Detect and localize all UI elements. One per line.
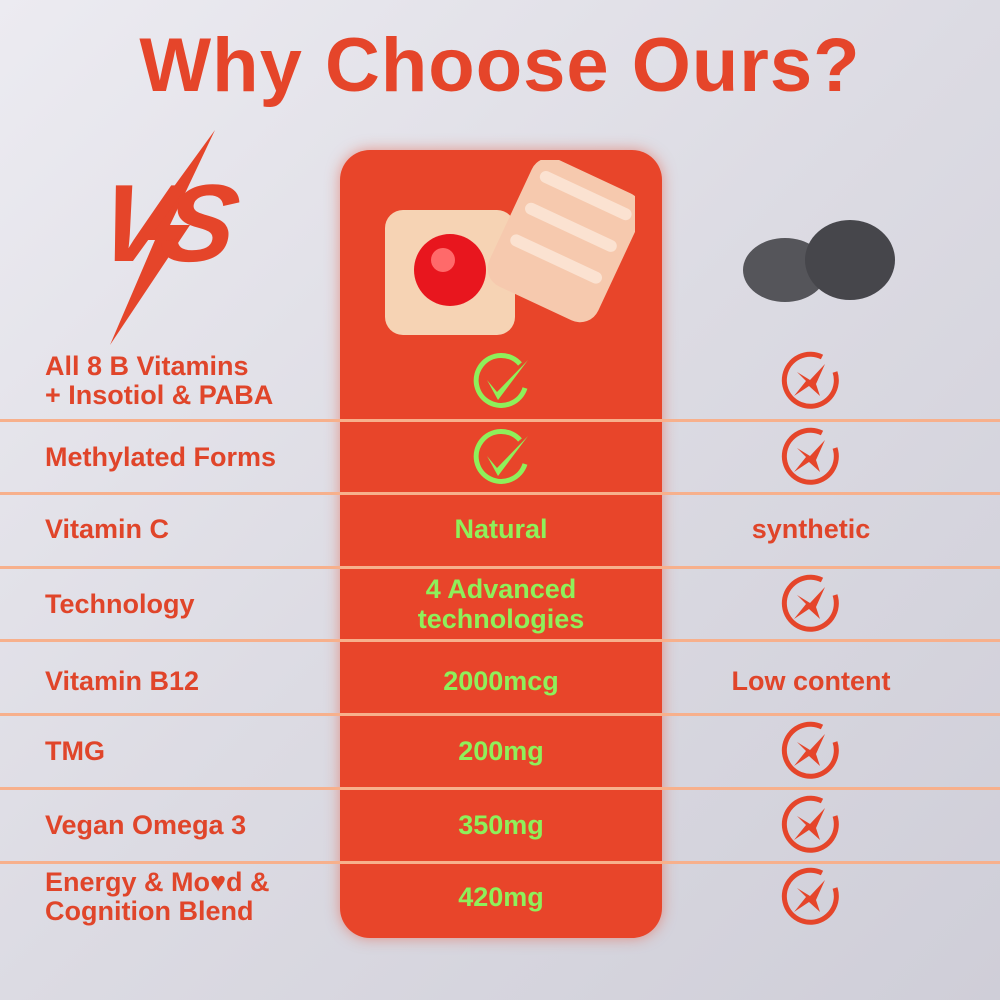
x-circle-icon bbox=[700, 573, 922, 642]
ours-value: 4 Advanced technologies bbox=[417, 574, 585, 634]
check-circle-icon bbox=[340, 350, 662, 418]
theirs-value: synthetic bbox=[751, 514, 871, 544]
divider bbox=[0, 566, 1000, 569]
competitor-gummy-image bbox=[743, 220, 895, 302]
row-label: Vitamin B12 bbox=[45, 665, 200, 696]
divider bbox=[0, 419, 1000, 422]
divider bbox=[0, 713, 1000, 716]
ours-value: Natural bbox=[454, 514, 548, 544]
x-circle-icon bbox=[700, 794, 922, 863]
divider bbox=[0, 787, 1000, 790]
row-label: TMG bbox=[45, 735, 105, 766]
x-circle-icon bbox=[700, 350, 922, 419]
lightning-bolt-icon bbox=[110, 130, 215, 345]
divider bbox=[0, 492, 1000, 495]
divider bbox=[0, 861, 1000, 864]
check-circle-icon bbox=[340, 426, 662, 494]
row-label: Technology bbox=[45, 588, 195, 619]
row-label: Energy & Mo♥d & Cognition Blend bbox=[45, 867, 270, 926]
row-label: Vegan Omega 3 bbox=[45, 809, 247, 840]
vs-logo: VS bbox=[89, 162, 238, 285]
ours-value: 350mg bbox=[458, 810, 544, 840]
x-circle-icon bbox=[700, 866, 922, 935]
x-circle-icon bbox=[700, 720, 922, 789]
theirs-value: Low content bbox=[731, 666, 891, 696]
our-gummy-image bbox=[385, 160, 635, 335]
ours-value: 2000mcg bbox=[443, 666, 559, 696]
page-title: Why Choose Ours? bbox=[139, 23, 861, 108]
ours-value: 420mg bbox=[458, 882, 544, 912]
row-label: All 8 B Vitamins + Insotiol & PABA bbox=[45, 351, 274, 410]
row-label: Vitamin C bbox=[45, 513, 170, 544]
divider bbox=[0, 639, 1000, 642]
ours-value: 200mg bbox=[458, 736, 544, 766]
x-circle-icon bbox=[700, 426, 922, 495]
row-label: Methylated Forms bbox=[45, 441, 277, 472]
